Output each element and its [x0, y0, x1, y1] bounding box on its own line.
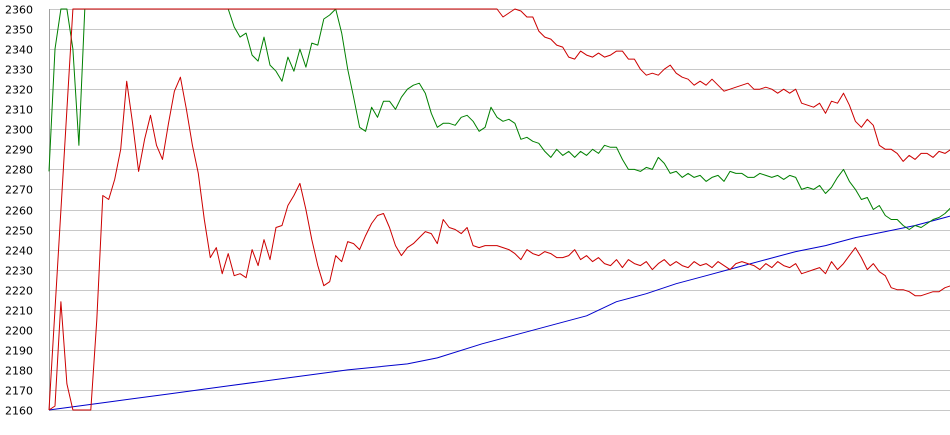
series-line-1 [48, 215, 950, 411]
y-tick-label: 2320 [5, 84, 33, 97]
series-line-3 [48, 8, 950, 230]
grid-lines [49, 9, 950, 411]
y-tick-label: 2260 [5, 205, 33, 218]
y-tick-label: 2290 [5, 144, 33, 157]
series-line-4 [48, 8, 950, 411]
y-tick-label: 2230 [5, 265, 33, 278]
series-line-2 [48, 76, 950, 411]
y-tick-label: 2330 [5, 64, 33, 77]
y-tick-label: 2210 [5, 305, 33, 318]
y-tick-label: 2340 [5, 44, 33, 57]
y-tick-label: 2250 [5, 225, 33, 238]
y-tick-label: 2240 [5, 245, 33, 258]
y-tick-label: 2310 [5, 104, 33, 117]
y-axis-tick-labels: 2160 2170 2180 2190 2200 2210 2220 2230 2240 2250… [5, 4, 33, 418]
series-lines [48, 8, 950, 411]
y-tick-label: 2160 [5, 405, 33, 418]
y-tick-label: 2180 [5, 365, 33, 378]
y-tick-label: 2170 [5, 385, 33, 398]
y-tick-label: 2280 [5, 164, 33, 177]
y-tick-label: 2300 [5, 124, 33, 137]
y-tick-label: 2200 [5, 325, 33, 338]
y-tick-label: 2350 [5, 24, 33, 37]
y-tick-label: 2220 [5, 285, 33, 298]
y-tick-label: 2360 [5, 4, 33, 17]
y-tick-label: 2270 [5, 184, 33, 197]
y-tick-label: 2190 [5, 345, 33, 358]
